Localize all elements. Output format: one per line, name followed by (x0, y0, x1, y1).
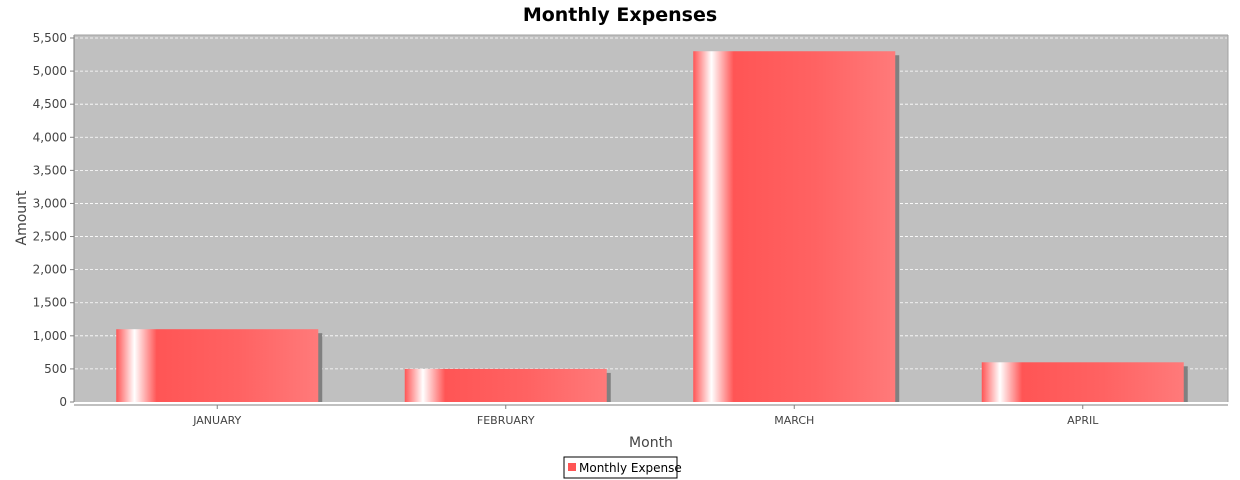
y-axis-title: Amount (14, 190, 30, 246)
y-tick-label: 500 (44, 362, 67, 376)
y-tick-label: 1,000 (33, 329, 67, 343)
y-tick-label: 5,000 (33, 64, 67, 78)
y-tick-label: 4,000 (33, 130, 67, 144)
x-tick-label: JANUARY (192, 414, 241, 427)
y-tick-label: 3,500 (33, 163, 67, 177)
y-tick-label: 2,000 (33, 263, 67, 277)
bar-april (981, 362, 1184, 402)
y-tick-label: 1,500 (33, 296, 67, 310)
y-ticks: 0 500 1,000 1,500 2,000 2,500 3,000 3,500 4,000 4… (33, 31, 74, 409)
legend-swatch (568, 463, 576, 471)
x-axis-title: Month (629, 435, 673, 451)
bars (116, 51, 1184, 403)
gridlines (75, 37, 1227, 370)
y-tick-label: 4,500 (33, 97, 67, 111)
y-tick-label: 0 (59, 395, 67, 409)
x-tick-label: FEBRUARY (477, 414, 535, 427)
x-tick-label: APRIL (1067, 414, 1099, 427)
bar-march (693, 51, 896, 403)
legend-label: Monthly Expense (579, 461, 682, 475)
x-ticks: JANUARY FEBRUARY MARCH APRIL (192, 405, 1099, 427)
bar-february (404, 368, 607, 402)
x-tick-label: MARCH (774, 414, 814, 427)
y-tick-label: 2,500 (33, 230, 67, 244)
chart-title: Monthly Expenses (523, 4, 717, 26)
legend-box (563, 456, 678, 479)
y-tick-label: 5,500 (33, 31, 67, 45)
y-tick-label: 3,000 (33, 196, 67, 210)
legend: Monthly Expense (563, 456, 682, 479)
bar-january (116, 329, 319, 402)
